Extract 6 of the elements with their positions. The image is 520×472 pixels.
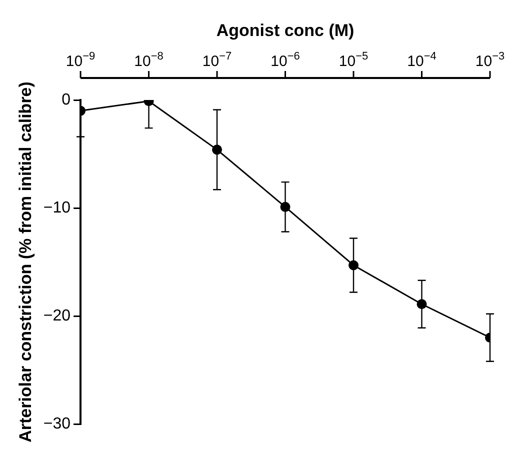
y-axis-title: Arteriolar constriction (% from initial calibre) <box>16 82 35 442</box>
y-tick-label: −10 <box>43 199 71 216</box>
y-tick-label: −30 <box>43 415 71 432</box>
y-tick-label: −20 <box>43 307 71 324</box>
x-axis-title: Agonist conc (M) <box>216 21 354 40</box>
y-tick-label: 0 <box>62 91 71 108</box>
